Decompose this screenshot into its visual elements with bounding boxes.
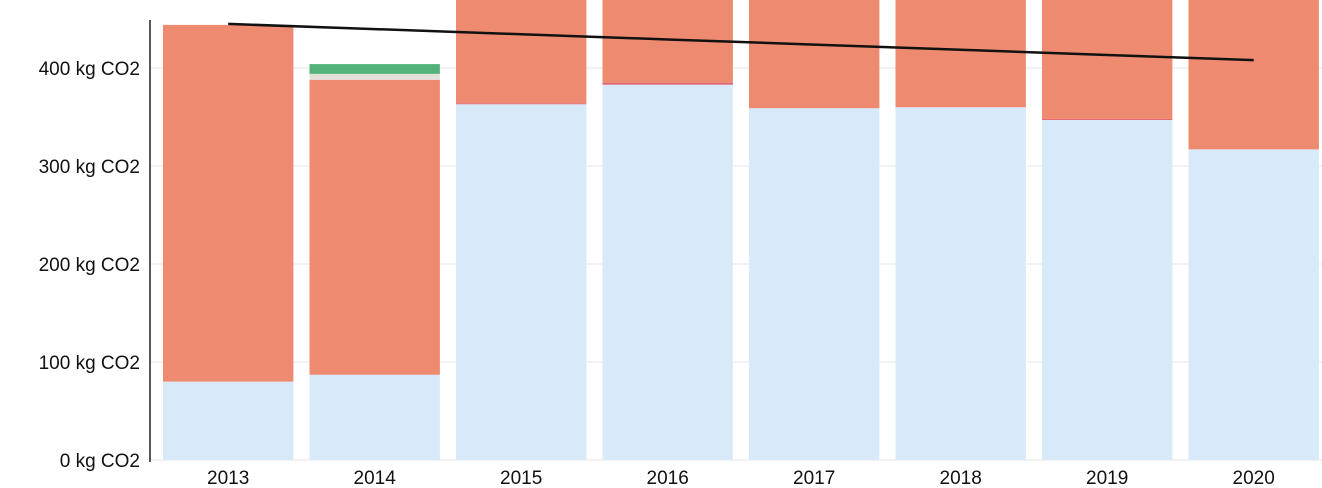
x-tick-label-2020: 2020 bbox=[1233, 468, 1275, 488]
x-tick-label-2017: 2017 bbox=[793, 468, 835, 488]
bar-segment-2015-0 bbox=[456, 104, 587, 460]
bar-segment-2016-0 bbox=[602, 84, 733, 460]
bar-group-2017 bbox=[749, 0, 880, 461]
bar-segment-2014-0 bbox=[309, 374, 440, 460]
bar-group-2019 bbox=[1042, 0, 1173, 460]
bar-segment-2013-2 bbox=[163, 24, 294, 382]
y-tick-labels: 0 kg CO2 100 kg CO2 200 kg CO2 300 kg CO2 40… bbox=[39, 59, 140, 472]
y-tick-label: 0 kg CO2 bbox=[60, 451, 140, 472]
bar-segment-2017-0 bbox=[749, 108, 880, 461]
y-tick-label: 100 kg CO2 bbox=[39, 353, 140, 374]
y-tick-label: 300 kg CO2 bbox=[39, 157, 140, 178]
x-tick-labels: 2013 2014 2015 2016 2017 2018 2019 2020 bbox=[207, 468, 1275, 488]
bar-segment-2018-0 bbox=[895, 107, 1026, 460]
x-tick-label-2013: 2013 bbox=[207, 468, 249, 488]
bar-group-2014 bbox=[309, 64, 440, 460]
bar-segment-2019-0 bbox=[1042, 119, 1173, 460]
bar-segment-2018-2 bbox=[895, 0, 1026, 108]
y-tick-label: 200 kg CO2 bbox=[39, 255, 140, 276]
bar-group-2020 bbox=[1188, 0, 1319, 460]
x-tick-label-2014: 2014 bbox=[354, 468, 397, 488]
x-tick-label-2015: 2015 bbox=[500, 468, 542, 488]
x-tick-label-2018: 2018 bbox=[940, 468, 982, 488]
bar-segment-2014-2 bbox=[309, 79, 440, 375]
y-tick-label: 400 kg CO2 bbox=[39, 59, 140, 80]
bar-segment-2014-4 bbox=[309, 64, 440, 74]
trend-line bbox=[228, 22, 1254, 62]
bar-segment-2015-2 bbox=[456, 0, 587, 104]
bar-group-2015 bbox=[456, 0, 587, 460]
bar-segment-2019-1 bbox=[1042, 118, 1173, 120]
bar-segment-2016-1 bbox=[602, 82, 733, 85]
trend-line-group bbox=[228, 22, 1254, 62]
x-tick-label-2016: 2016 bbox=[647, 468, 689, 488]
x-tick-label-2019: 2019 bbox=[1086, 468, 1128, 488]
bar-group-2018 bbox=[895, 0, 1026, 460]
bar-segment-2019-2 bbox=[1042, 0, 1173, 119]
bars bbox=[163, 0, 1319, 461]
bar-segment-2017-2 bbox=[749, 0, 880, 109]
bar-segment-2015-1 bbox=[456, 103, 587, 105]
bar-group-2016 bbox=[602, 0, 733, 460]
bar-segment-2020-0 bbox=[1188, 149, 1319, 460]
bar-segment-2020-2 bbox=[1188, 0, 1319, 150]
bar-group-2013 bbox=[163, 24, 294, 460]
bar-segment-2013-0 bbox=[163, 381, 294, 460]
bar-segment-2014-3 bbox=[309, 73, 440, 80]
